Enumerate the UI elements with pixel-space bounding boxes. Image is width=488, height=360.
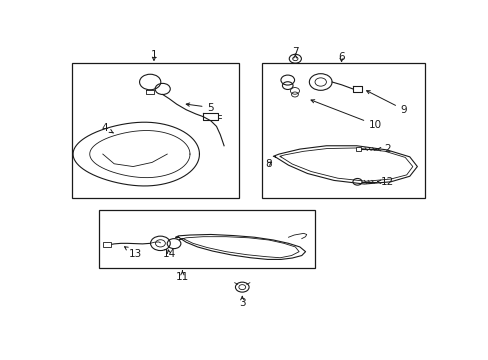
Text: 9: 9 <box>366 91 407 115</box>
Bar <box>99 210 314 268</box>
Text: 5: 5 <box>186 103 214 113</box>
Text: 3: 3 <box>239 298 245 308</box>
Text: 7: 7 <box>291 46 298 57</box>
Text: 2: 2 <box>377 144 390 154</box>
Bar <box>262 63 424 198</box>
Text: 6: 6 <box>338 52 344 62</box>
Text: 10: 10 <box>310 100 382 130</box>
Text: 11: 11 <box>175 273 189 283</box>
Text: 12: 12 <box>377 177 394 187</box>
Bar <box>102 242 111 247</box>
Text: 14: 14 <box>162 249 175 259</box>
Bar <box>355 147 360 151</box>
Text: 8: 8 <box>265 159 271 169</box>
Text: 13: 13 <box>124 247 142 259</box>
Text: 4: 4 <box>101 123 113 133</box>
Bar <box>72 63 239 198</box>
Text: 1: 1 <box>150 50 157 60</box>
